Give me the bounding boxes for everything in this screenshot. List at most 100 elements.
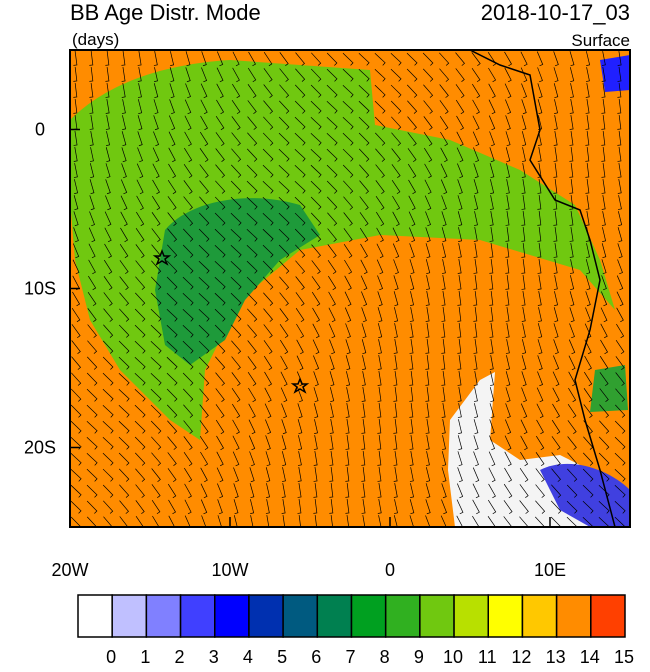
wind-barb (473, 451, 479, 467)
wind-barb (310, 132, 322, 146)
wind-barb (118, 436, 130, 450)
wind-barb (86, 468, 98, 482)
wind-barb (616, 275, 624, 291)
wind-barb (377, 435, 382, 450)
wind-barb (393, 451, 398, 466)
wind-barb (153, 99, 159, 115)
wind-barb (313, 483, 318, 498)
wind-barb (89, 83, 94, 98)
wind-barb (393, 291, 399, 307)
date: 2018-10-17_03 (481, 0, 630, 25)
wind-barb (120, 195, 128, 211)
wind-barb (105, 115, 110, 130)
wind-barb (217, 515, 222, 527)
wind-barb (134, 436, 146, 450)
wind-barb (230, 324, 242, 338)
wind-barb (505, 179, 510, 194)
wind-barb (392, 243, 400, 259)
wind-barb (199, 196, 210, 210)
wind-barb (329, 435, 334, 450)
wind-barb (214, 340, 226, 354)
wind-barb (504, 67, 512, 83)
wind-barb (135, 244, 145, 258)
wind-barb (152, 515, 160, 527)
wind-barb (425, 403, 430, 418)
wind-barb (281, 499, 286, 514)
wind-barb (168, 515, 175, 527)
wind-barb (393, 435, 398, 450)
wind-barb (489, 307, 494, 322)
colorbar-swatch (350, 594, 387, 638)
wind-barb (424, 163, 432, 179)
wind-barb (216, 99, 225, 115)
wind-barb (297, 419, 303, 435)
wind-barb (279, 84, 290, 98)
wind-barb (137, 51, 142, 66)
wind-barb (281, 419, 287, 435)
wind-barb (119, 292, 130, 306)
wind-barb (569, 211, 574, 226)
wind-barb (151, 195, 161, 211)
wind-barb (521, 259, 526, 274)
wind-barb (409, 467, 414, 482)
wind-barb (279, 52, 289, 66)
wind-barb (617, 179, 622, 194)
wind-barb (504, 83, 512, 99)
wind-barb (296, 323, 305, 339)
wind-barb (265, 451, 271, 467)
wind-barb (312, 339, 320, 355)
wind-barb (214, 260, 226, 274)
wind-barb (105, 163, 111, 179)
wind-barb (294, 84, 306, 98)
wind-barb (473, 387, 478, 402)
wind-barb (521, 227, 526, 242)
wind-barb (521, 323, 526, 338)
wind-barb (278, 132, 290, 146)
wind-barb (215, 132, 225, 147)
wind-barb (342, 52, 354, 66)
wind-barb (505, 115, 511, 131)
wind-barb (103, 516, 113, 527)
wind-barb (217, 499, 223, 515)
colorbar-swatch (316, 594, 353, 638)
wind-barb (586, 51, 591, 66)
wind-barb (230, 260, 242, 274)
wind-barb (615, 372, 625, 386)
wind-barb (601, 51, 606, 66)
wind-barb (566, 500, 578, 514)
wind-barb (489, 403, 495, 419)
wind-barb (361, 323, 367, 339)
wind-barb (73, 163, 78, 178)
wind-barb (601, 195, 606, 210)
wind-barb (425, 243, 431, 259)
wind-barb (375, 180, 385, 194)
wind-barb (521, 371, 527, 387)
wind-barb (537, 291, 542, 306)
wind-barb (247, 324, 258, 338)
wind-barb (214, 324, 226, 338)
wind-barb (297, 483, 302, 498)
wind-barb (262, 212, 274, 226)
colorbar-swatch (179, 594, 216, 638)
wind-barb (166, 292, 178, 306)
wind-barb (263, 68, 273, 83)
wind-barb (152, 147, 160, 163)
wind-barb (310, 180, 322, 194)
wind-barb (600, 339, 609, 355)
wind-barb (199, 404, 209, 418)
wind-barb (265, 419, 272, 435)
wind-barb (326, 52, 338, 66)
wind-barb (520, 51, 528, 67)
wind-barb (345, 435, 350, 450)
wind-barb (102, 372, 114, 386)
wind-barb (374, 132, 386, 146)
wind-barb (616, 323, 625, 339)
wind-barb (472, 115, 480, 131)
wind-barb (345, 451, 350, 466)
wind-barb (601, 83, 606, 98)
wind-barb (313, 355, 320, 371)
wind-barb (182, 276, 194, 290)
wind-barb (89, 147, 94, 162)
wind-barb (617, 115, 622, 130)
wind-barb (71, 372, 82, 386)
